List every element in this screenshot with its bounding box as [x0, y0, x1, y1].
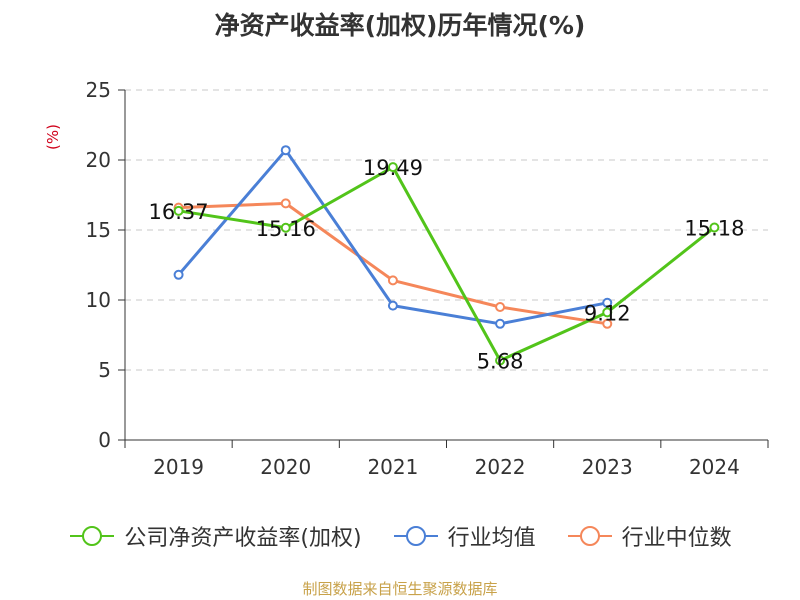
legend-line-icon: [70, 526, 115, 546]
series-point-0: [602, 307, 613, 318]
data-label: 5.68: [477, 349, 524, 373]
x-tick-label: 2024: [689, 455, 740, 479]
legend: 公司净资产收益率(加权) 行业均值 行业中位数: [0, 520, 800, 552]
data-label: 15.16: [256, 217, 316, 241]
legend-line-icon: [567, 526, 612, 546]
series-point-1: [495, 318, 506, 329]
x-tick-label: 2019: [153, 455, 204, 479]
series-point-1: [602, 297, 613, 308]
legend-item-industry-mean[interactable]: 行业均值: [392, 520, 536, 552]
data-label: 9.12: [584, 301, 631, 325]
series-point-0: [495, 355, 506, 366]
series-point-1: [280, 145, 291, 156]
legend-label: 行业中位数: [621, 526, 732, 551]
data-label: 16.37: [149, 200, 209, 224]
legend-label: 行业均值: [447, 526, 536, 551]
series-point-2: [280, 198, 291, 209]
series-point-0: [387, 162, 398, 173]
series-line-0: [178, 165, 716, 362]
legend-item-industry-median[interactable]: 行业中位数: [566, 520, 732, 552]
legend-label: 公司净资产收益率(加权): [124, 526, 362, 551]
y-tick-label: 5: [98, 358, 111, 382]
data-label: 15.18: [684, 216, 744, 240]
series-point-2: [387, 275, 398, 286]
legend-item-company[interactable]: 公司净资产收益率(加权): [68, 520, 362, 552]
y-tick-label: 25: [86, 78, 111, 102]
data-label: 19.49: [363, 156, 423, 180]
series-point-2: [602, 318, 613, 329]
series-point-0: [280, 222, 291, 233]
series-point-0: [709, 222, 720, 233]
series-point-1: [173, 269, 184, 280]
series-point-1: [387, 300, 398, 311]
y-tick-label: 10: [86, 288, 111, 312]
legend-line-icon: [393, 526, 438, 546]
source-note: 制图数据来自恒生聚源数据库: [302, 580, 498, 598]
x-tick-label: 2021: [367, 455, 418, 479]
series-point-0: [173, 205, 184, 216]
x-tick-label: 2022: [475, 455, 526, 479]
x-tick-label: 2020: [260, 455, 311, 479]
y-tick-label: 0: [98, 428, 111, 452]
chart-title: 净资产收益率(加权)历年情况(%): [214, 11, 586, 40]
x-tick-label: 2023: [582, 455, 633, 479]
series-point-2: [495, 302, 506, 312]
y-tick-label: 20: [86, 148, 111, 172]
y-tick-label: 15: [86, 218, 111, 242]
